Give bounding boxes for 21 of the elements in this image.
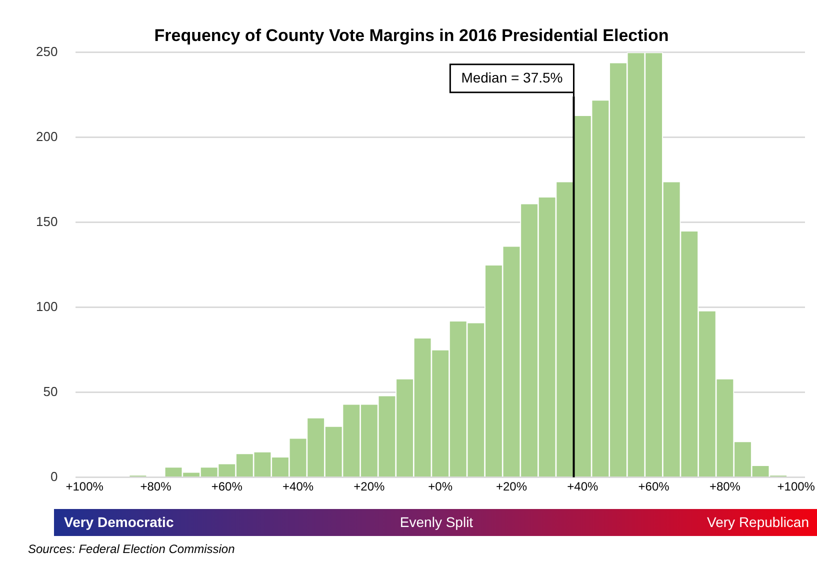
chart-title: Frequency of County Vote Margins in 2016 Presidential Election [154, 26, 669, 45]
x-tick-label: +60% [211, 480, 243, 494]
y-tick-label: 150 [36, 214, 58, 229]
y-tick-label: 200 [36, 128, 58, 144]
x-tick-label: +20% [354, 480, 386, 494]
y-tick-label: 0 [50, 468, 58, 484]
y-tick-label: 100 [36, 298, 58, 314]
x-tick-label: +80% [140, 480, 172, 494]
x-tick-label: +100% [777, 480, 816, 494]
x-tick-label: +100% [66, 480, 104, 494]
ref-line-label: Median = 37.5% [461, 69, 563, 86]
source-note: Sources: Federal Election Commission [28, 542, 236, 556]
x-tick-label: +20% [496, 480, 528, 494]
x-tick-label: +0% [428, 480, 453, 494]
x-tick-label: +80% [709, 480, 741, 494]
color-scale: Very Democratic Evenly Split Very Republican [54, 509, 817, 536]
y-tick-label: 50 [43, 384, 58, 399]
x-tick-label: +40% [282, 480, 314, 494]
x-tick-label: +40% [567, 480, 598, 494]
y-tick-label: 250 [36, 44, 58, 59]
x-tick-label: +60% [638, 480, 670, 494]
